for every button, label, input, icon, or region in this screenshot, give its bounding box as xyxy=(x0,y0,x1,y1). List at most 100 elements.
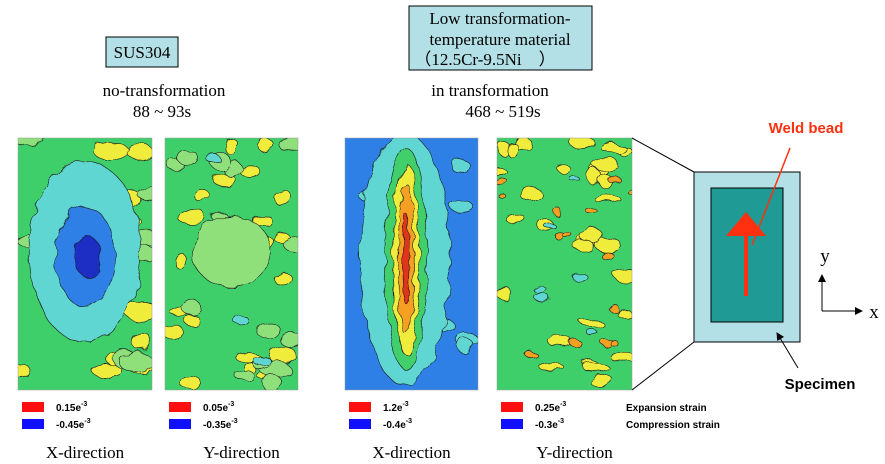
group-label: SUS304 xyxy=(114,43,171,62)
value-exp: -3 xyxy=(558,418,564,425)
value-exp: -3 xyxy=(228,401,234,408)
time: 468 ~ 519s xyxy=(465,102,540,121)
condition: in transformation xyxy=(431,81,549,100)
value-exp: -3 xyxy=(406,418,412,425)
contour xyxy=(236,371,255,382)
value-exp: -3 xyxy=(402,401,408,408)
contour xyxy=(617,310,632,318)
contour xyxy=(548,336,572,348)
guide-line xyxy=(632,138,694,172)
contour xyxy=(74,236,101,276)
contour xyxy=(584,207,596,212)
contour xyxy=(178,208,206,225)
legend-swatch xyxy=(169,402,191,412)
value-exp: -3 xyxy=(81,401,87,408)
legend-value: 0.15e-3 xyxy=(56,401,87,414)
contour xyxy=(274,272,292,285)
contour xyxy=(193,188,208,201)
contour xyxy=(160,325,183,339)
contour xyxy=(569,339,580,347)
legend-swatch xyxy=(22,419,44,429)
contour xyxy=(450,201,473,212)
contour xyxy=(587,329,597,335)
specimen-label: Specimen xyxy=(785,376,856,393)
contour xyxy=(254,356,271,367)
value-base: -0.4e xyxy=(383,420,406,431)
group-label: temperature material xyxy=(429,30,570,49)
contour xyxy=(607,176,620,183)
legend-swatch xyxy=(22,402,44,412)
value-base: -0.35e xyxy=(203,420,232,431)
contour xyxy=(601,252,613,260)
contour xyxy=(456,338,473,352)
contour xyxy=(539,363,564,370)
legend-swatch xyxy=(501,419,523,429)
contour-map xyxy=(345,133,478,390)
contour xyxy=(610,340,618,346)
contour xyxy=(557,165,570,173)
contour xyxy=(179,375,200,389)
contour xyxy=(182,301,202,315)
contour xyxy=(192,216,272,287)
condition: no-transformation xyxy=(103,81,226,100)
contour xyxy=(256,138,273,150)
direction: X-direction xyxy=(46,443,125,462)
value-base: -0.3e xyxy=(535,420,558,431)
contour xyxy=(562,232,572,237)
contour xyxy=(609,305,619,313)
contour xyxy=(589,374,612,387)
contour xyxy=(555,209,563,217)
contour xyxy=(13,131,43,145)
contour xyxy=(94,143,129,160)
legend-value: 0.05e-3 xyxy=(203,401,234,414)
figure: SUS304 no-transformation 88 ~ 93s Low tr… xyxy=(0,0,885,464)
contour xyxy=(177,150,197,166)
contour-map xyxy=(488,136,638,390)
contour xyxy=(593,194,619,202)
legend-value: 1.2e-3 xyxy=(383,401,409,414)
legend-value: -0.3e-3 xyxy=(535,418,564,431)
contour xyxy=(175,253,187,269)
contour xyxy=(280,332,307,347)
contour xyxy=(136,187,166,200)
contour xyxy=(127,144,153,159)
contour xyxy=(495,178,507,185)
contour xyxy=(602,144,626,154)
contour xyxy=(273,189,291,205)
contour xyxy=(257,322,280,340)
contour xyxy=(206,153,219,163)
legend-value: 0.25e-3 xyxy=(535,401,566,414)
legend-swatch xyxy=(169,419,191,429)
contour-map xyxy=(160,137,310,393)
contour xyxy=(610,352,637,362)
contour xyxy=(533,285,546,293)
legend-value: -0.4e-3 xyxy=(383,418,412,431)
contour xyxy=(615,269,636,284)
legend-swatch xyxy=(349,402,371,412)
contour xyxy=(535,294,550,302)
legend-name: Compression strain xyxy=(626,420,720,431)
contour xyxy=(453,159,470,175)
value-base: 0.25e xyxy=(535,403,560,414)
contour xyxy=(574,241,595,252)
value-base: 0.05e xyxy=(203,403,228,414)
contour xyxy=(278,137,306,152)
contour xyxy=(524,352,537,357)
legend-swatch xyxy=(501,402,523,412)
contour xyxy=(506,215,526,224)
contour xyxy=(241,166,261,179)
value-base: -0.45e xyxy=(56,420,85,431)
value-exp: -3 xyxy=(84,418,90,425)
contour xyxy=(520,188,542,201)
value-base: 1.2e xyxy=(383,403,403,414)
contour-map xyxy=(6,131,167,390)
guide-line xyxy=(632,342,694,390)
contour xyxy=(508,144,520,159)
contour xyxy=(224,138,238,154)
group-label: （12.5Cr-9.5Ni ） xyxy=(414,50,555,69)
contour xyxy=(184,315,201,324)
legend-swatch xyxy=(349,419,371,429)
direction: Y-direction xyxy=(536,443,613,462)
contour xyxy=(119,352,153,373)
group-label: Low transformation- xyxy=(429,9,570,28)
